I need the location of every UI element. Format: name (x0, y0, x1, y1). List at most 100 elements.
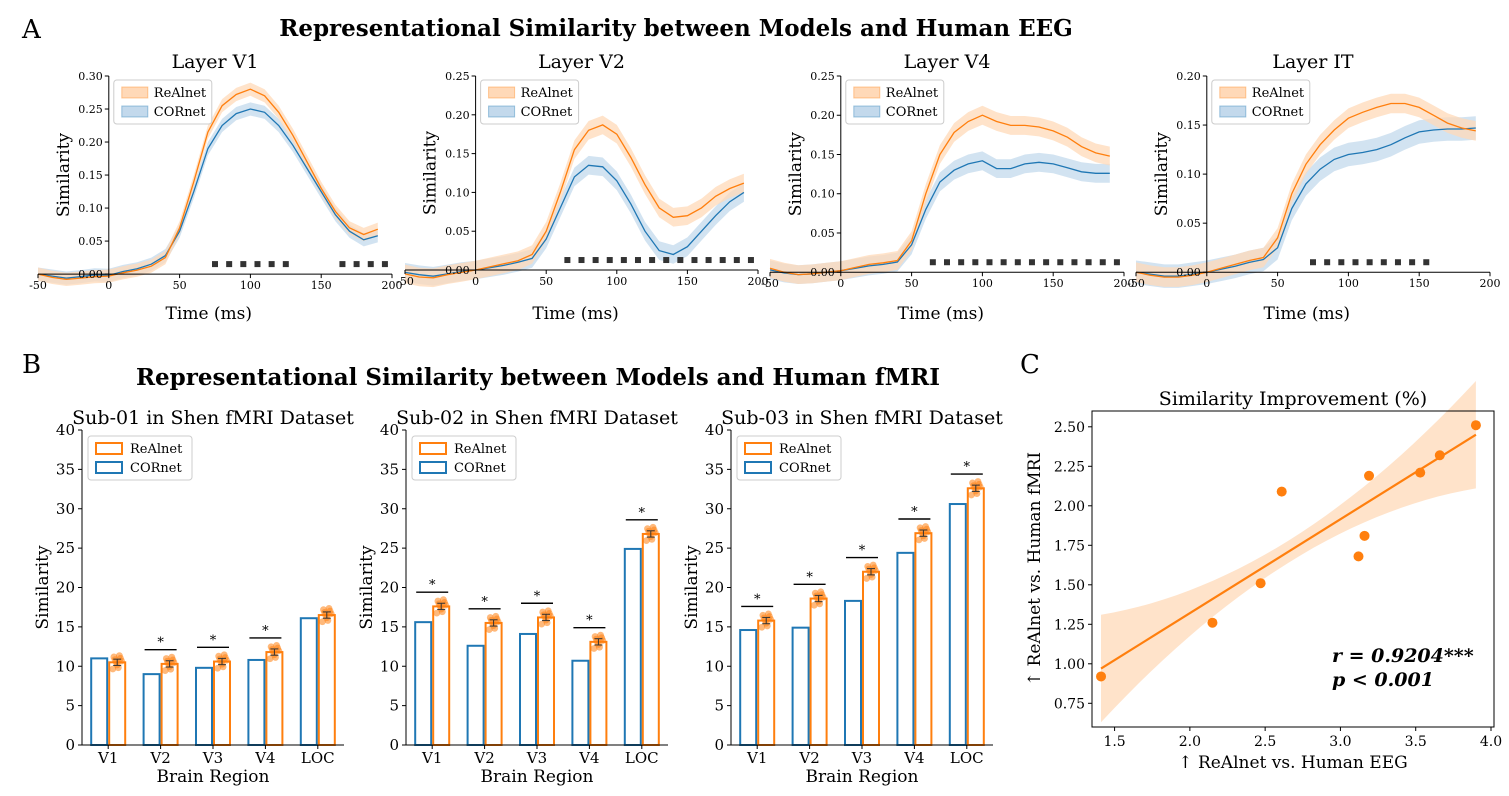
bar-cornet (90, 657, 109, 746)
significance-marker (1394, 259, 1401, 266)
significance-marker (1310, 259, 1316, 266)
x-tick-label: 1.5 (1103, 734, 1125, 750)
bar-realnet (966, 487, 985, 746)
confidence-band-realnet (770, 105, 1110, 284)
y-tick-label: 15 (56, 618, 75, 636)
bar-realnet (108, 661, 127, 746)
subject-dot (968, 491, 975, 499)
legend-swatch (95, 442, 123, 455)
significance-marker (1409, 259, 1416, 266)
bar-cornet (844, 599, 862, 747)
subject-dot (648, 535, 656, 543)
y-tick-label: 0.15 (78, 169, 103, 182)
scatter-point (1096, 671, 1107, 682)
scatter-chart: Similarity Improvement (%) 1.5 2.0 2.5 3.0 3.… (1025, 381, 1502, 773)
bar-cornet (896, 551, 915, 746)
subject-dot (924, 528, 932, 536)
x-tick-label: V2 (473, 749, 494, 767)
subject-dot (763, 622, 771, 630)
subject-dot (494, 618, 502, 625)
x-tick-label: V4 (578, 749, 599, 767)
subject-dot (223, 656, 230, 664)
y-tick-label: 0.05 (1176, 217, 1201, 230)
x-tick-label: V2 (149, 749, 170, 767)
y-tick-label: 0.30 (78, 70, 103, 83)
x-tick-label: LOC (625, 749, 659, 767)
legend-label: CORnet (1252, 105, 1304, 120)
significance-marker (339, 261, 346, 268)
legend-swatch (744, 461, 772, 474)
subject-dot (275, 647, 283, 655)
fmri-chart-1: Sub-01 in Shen fMRI Dataset V1 * V2 * V3 * V4 LO… (33, 407, 354, 787)
y-tick-label: 0 (389, 736, 399, 754)
significance-star: * (262, 624, 269, 639)
x-tick-label: V3 (202, 749, 223, 767)
significance-marker (1000, 259, 1007, 266)
x-tick-label: 150 (1043, 277, 1064, 290)
bar-realnet (809, 597, 828, 747)
eeg-chart-3: Layer V4 -50 0 50 100 150 200 0.00 0.05 0.10 0.15 0… (761, 51, 1134, 324)
y-tick-label: 0.20 (445, 109, 470, 122)
y-tick-label: 40 (380, 421, 399, 439)
y-tick-label: 15 (705, 618, 724, 636)
subject-dot (319, 618, 326, 626)
bar-cornet (791, 626, 810, 746)
scatter-point (1276, 486, 1287, 497)
correlation-annotation: r = 0.9204*** (1332, 645, 1474, 667)
legend-swatch (1219, 86, 1247, 99)
y-tick-label: 20 (56, 579, 75, 597)
legend-swatch (419, 461, 447, 474)
legend-label: CORnet (130, 461, 182, 476)
x-tick-label: 2.0 (1179, 734, 1201, 750)
bar-realnet (862, 570, 880, 746)
significance-marker (268, 261, 275, 268)
scatter-point (1470, 420, 1481, 431)
panel-a-letter: A (21, 15, 42, 45)
panel-a-title: Representational Similarity between Mode… (279, 15, 1073, 42)
significance-marker (606, 257, 613, 264)
significance-marker (353, 261, 360, 268)
y-tick-label: 1.75 (1054, 538, 1085, 554)
eeg-chart-title: Layer IT (1272, 51, 1354, 73)
series-line-realnet (1135, 102, 1476, 278)
x-tick-label: 0 (105, 279, 112, 292)
significance-star: * (859, 544, 866, 559)
significance-marker (1366, 259, 1373, 266)
y-tick-label: 0.10 (78, 202, 103, 215)
significance-star: * (754, 592, 761, 607)
significance-marker (663, 257, 670, 264)
subject-dot (547, 612, 554, 620)
subject-dot (819, 593, 827, 601)
legend-swatch (419, 442, 447, 455)
legend-box (736, 435, 842, 481)
bar-realnet (484, 621, 503, 746)
x-tick-label: LOC (301, 749, 335, 767)
y-tick-label: 5 (65, 697, 75, 715)
x-axis-label: Time (ms) (166, 304, 252, 324)
subject-dot (161, 667, 169, 674)
x-tick-label: 150 (311, 279, 332, 292)
x-tick-label: 3.0 (1329, 734, 1351, 750)
x-tick-label: 50 (173, 279, 187, 292)
subject-dot (485, 626, 493, 634)
significance-marker (1099, 259, 1106, 266)
subject-dot (433, 609, 441, 617)
y-tick-label: 0.15 (1176, 119, 1201, 132)
subject-dot (324, 617, 332, 624)
significance-marker (1113, 259, 1120, 266)
x-axis-label: Time (ms) (1264, 304, 1350, 324)
significance-marker (1324, 259, 1331, 266)
eeg-chart-title: Layer V4 (904, 51, 991, 73)
subject-dot (109, 665, 117, 673)
x-tick-label: 200 (1480, 277, 1501, 290)
subject-dot (767, 615, 774, 623)
bar-realnet (914, 532, 933, 746)
significance-marker (240, 261, 247, 268)
subject-dot (170, 659, 178, 666)
significance-marker (733, 257, 740, 264)
y-tick-label: 0 (65, 736, 75, 754)
bar-realnet (537, 616, 555, 746)
legend-swatch (1219, 105, 1247, 118)
legend-swatch (121, 105, 149, 118)
